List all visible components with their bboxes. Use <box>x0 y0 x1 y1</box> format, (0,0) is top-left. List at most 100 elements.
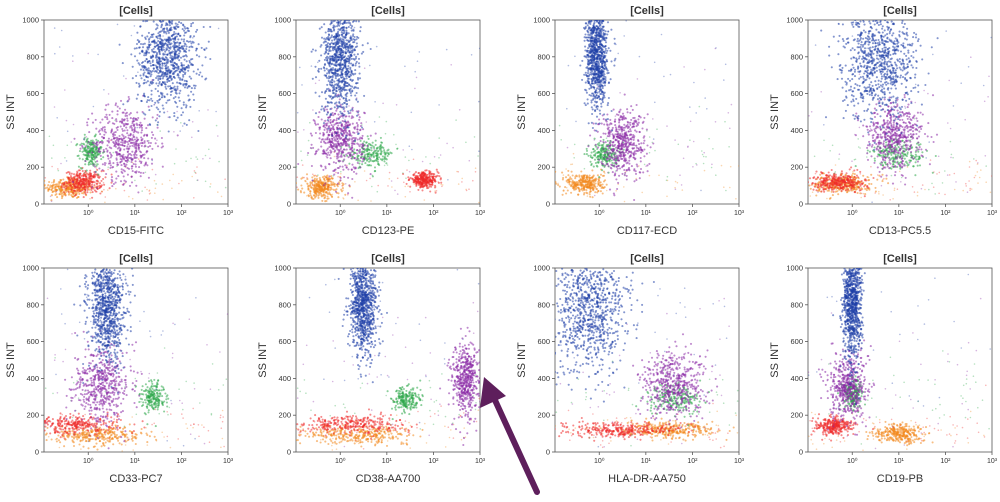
event-dot-lymphocytes <box>61 186 64 189</box>
event-dot-debris <box>303 191 306 194</box>
event-dot-monocytes <box>108 120 111 123</box>
event-dot-lymphocytes <box>87 179 90 182</box>
event-dot-debris <box>169 179 171 182</box>
event-dot-debris <box>567 174 570 177</box>
event-dot-monocytes <box>118 149 121 152</box>
event-dot-granulocytes <box>339 68 342 71</box>
event-dot-granulocytes <box>205 77 208 80</box>
event-dot-monocytes <box>326 129 329 132</box>
event-dot-monocytes <box>297 131 299 133</box>
event-dot-lymphocytes <box>422 174 425 177</box>
event-dot-granulocytes <box>178 92 181 95</box>
event-dot-granulocytes <box>162 44 165 47</box>
event-dot-debris <box>577 186 580 189</box>
event-dot-monocytes <box>116 113 119 116</box>
event-dot-granulocytes <box>156 123 159 127</box>
event-dot-lymphocytes <box>417 172 420 175</box>
event-dot-lymphocytes <box>428 172 431 175</box>
event-dot-granulocytes <box>168 69 171 72</box>
event-dot-granulocytes <box>181 69 184 72</box>
event-dot-granulocytes <box>136 31 139 34</box>
event-dot-granulocytes <box>325 76 328 79</box>
event-dot-granulocytes <box>116 23 119 26</box>
event-dot-monocytes <box>93 142 96 145</box>
event-dot-debris <box>729 165 732 168</box>
event-dot-granulocytes <box>327 87 330 90</box>
event-dot-monocytes <box>141 142 144 145</box>
event-dot-monocytes <box>119 180 123 183</box>
event-dot-granulocytes <box>343 83 346 87</box>
event-dot-granulocytes <box>122 103 125 106</box>
event-dot-monocytes <box>137 116 140 120</box>
event-dot-monocytes <box>118 107 121 110</box>
event-dot-blasts <box>364 153 367 156</box>
event-dot-monocytes <box>150 136 153 139</box>
event-dot-granulocytes <box>137 71 139 73</box>
event-dot-debris <box>342 198 345 200</box>
event-dot-granulocytes <box>162 107 165 110</box>
event-dot-debris <box>581 183 584 186</box>
event-dot-blasts <box>96 146 99 149</box>
event-dot-monocytes <box>108 151 112 154</box>
event-dot-debris <box>588 179 591 182</box>
event-dot-monocytes <box>83 138 85 141</box>
event-dot-granulocytes <box>347 126 350 128</box>
event-dot-monocytes <box>319 132 322 135</box>
event-dot-monocytes <box>333 173 336 176</box>
event-dot-blasts <box>383 155 386 158</box>
event-dot-debris <box>301 187 304 190</box>
event-dot-blasts <box>89 141 92 144</box>
event-dot-monocytes <box>337 171 340 175</box>
event-dot-monocytes <box>334 143 338 146</box>
event-dot-granulocytes <box>331 134 334 137</box>
event-dot-granulocytes <box>205 47 208 50</box>
event-dot-granulocytes <box>66 130 69 133</box>
event-dot-granulocytes <box>347 126 350 129</box>
event-dot-granulocytes <box>155 53 159 56</box>
event-dot-monocytes <box>333 118 336 121</box>
event-dot-blasts <box>89 149 92 152</box>
event-dot-monocytes <box>153 103 156 106</box>
event-dot-monocytes <box>121 139 124 142</box>
event-dot-debris <box>340 172 342 175</box>
event-dot-granulocytes <box>343 32 346 35</box>
event-dot-lymphocytes <box>440 181 443 184</box>
event-dot-monocytes <box>320 118 323 121</box>
event-dot-granulocytes <box>161 92 164 95</box>
event-dot-debris <box>330 175 333 178</box>
event-dot-granulocytes <box>327 52 330 55</box>
event-dot-monocytes <box>127 154 130 157</box>
event-dot-granulocytes <box>155 82 158 85</box>
event-dot-monocytes <box>365 121 368 123</box>
event-dot-debris <box>562 176 565 179</box>
event-dot-granulocytes <box>173 47 176 51</box>
event-dot-granulocytes <box>345 134 348 138</box>
event-dot-lymphocytes <box>347 193 349 196</box>
event-dot-monocytes <box>119 160 122 163</box>
event-dot-granulocytes <box>169 51 173 54</box>
y-tick-label: 1000 <box>274 16 291 25</box>
event-dot-monocytes <box>121 127 124 131</box>
event-dot-granulocytes <box>347 70 350 73</box>
event-dot-monocytes <box>333 112 337 115</box>
event-dot-granulocytes <box>332 20 335 23</box>
event-dot-lymphocytes <box>88 184 91 187</box>
event-dot-debris <box>434 190 436 192</box>
event-dot-granulocytes <box>148 99 151 102</box>
event-dot-monocytes <box>348 124 351 127</box>
event-dot-granulocytes <box>140 77 143 80</box>
event-dot-lymphocytes <box>69 175 72 178</box>
event-dot-debris <box>311 176 314 179</box>
event-dot-monocytes <box>94 142 97 145</box>
event-dot-debris <box>582 174 585 177</box>
event-dot-granulocytes <box>336 33 340 36</box>
event-dot-granulocytes <box>140 61 144 65</box>
event-dot-granulocytes <box>183 38 186 41</box>
event-dot-lymphocytes <box>437 181 440 183</box>
event-dot-granulocytes <box>343 21 346 24</box>
event-dot-debris <box>52 181 55 184</box>
event-dot-monocytes <box>319 126 322 128</box>
event-dot-granulocytes <box>140 100 143 103</box>
event-dot-monocytes <box>107 141 110 144</box>
event-dot-blasts <box>371 185 373 188</box>
